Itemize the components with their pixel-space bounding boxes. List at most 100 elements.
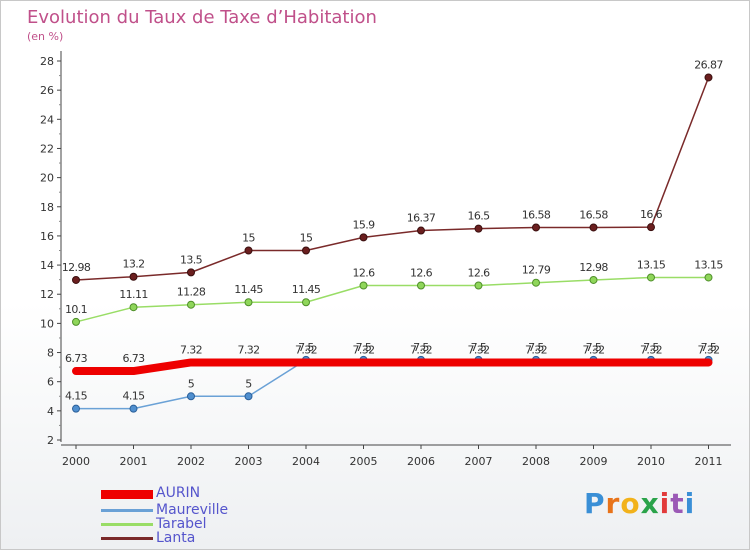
data-label-lanta: 15.9 (352, 218, 375, 231)
data-point-lanta (359, 233, 368, 242)
data-label-lanta: 13.2 (122, 258, 144, 271)
y-tick-label: 14 (40, 259, 54, 272)
data-label-aurin: 7.32 (352, 343, 374, 356)
data-point-lanta (589, 223, 598, 232)
data-label-maureville: 5 (188, 377, 195, 390)
data-point-tarabel (302, 298, 310, 307)
data-label-maureville: 7.5 (413, 341, 429, 354)
data-label-tarabel: 12.6 (410, 266, 433, 279)
series-line-lanta (75, 76, 710, 281)
data-label-tarabel: 11.45 (234, 283, 263, 296)
data-label-aurin: 6.73 (65, 352, 88, 365)
legend-label-maureville: Maureville (156, 502, 229, 518)
data-label-lanta: 15 (242, 232, 255, 245)
x-tick-label: 2010 (637, 455, 665, 468)
chart-subtitle: (en %) (27, 30, 64, 43)
data-label-maureville: 7.5 (471, 341, 487, 354)
data-label-aurin: 7.32 (410, 343, 432, 356)
y-tick-label: 4 (47, 405, 54, 418)
chart-title: Evolution du Taux de Taxe d’Habitation (27, 7, 377, 28)
data-label-aurin: 7.32 (640, 343, 662, 356)
y-tick-label: 28 (40, 55, 54, 68)
logo-letter: r (605, 487, 621, 520)
data-label-tarabel: 11.45 (292, 283, 321, 296)
logo-letter: t (670, 487, 685, 520)
logo-letter: i (684, 487, 696, 520)
legend-swatch-tarabel (101, 523, 153, 526)
data-label-tarabel: 10.1 (65, 303, 87, 316)
data-label-lanta: 16.58 (522, 208, 551, 221)
x-tick-label: 2000 (62, 455, 90, 468)
data-label-maureville: 7.5 (586, 341, 602, 354)
data-point-tarabel (589, 275, 598, 284)
x-tick-label: 2001 (120, 455, 148, 468)
data-point-lanta (704, 73, 713, 82)
logo-letter: x (640, 487, 660, 520)
data-label-aurin: 6.73 (122, 352, 145, 365)
data-point-lanta (532, 223, 540, 232)
legend-label-tarabel: Tarabel (156, 516, 207, 532)
x-tick-label: 2011 (695, 455, 723, 468)
data-label-maureville: 5 (245, 377, 252, 390)
logo-letter: i (659, 487, 671, 520)
x-tick-label: 2006 (407, 455, 435, 468)
data-point-lanta (417, 226, 425, 235)
y-tick-label: 6 (47, 376, 54, 389)
data-label-lanta: 16.5 (467, 210, 490, 223)
legend-swatch-lanta (101, 537, 153, 540)
data-label-maureville: 7.5 (298, 341, 314, 354)
data-label-tarabel: 12.6 (467, 266, 490, 279)
x-tick-label: 2004 (292, 455, 320, 468)
data-label-aurin: 7.32 (697, 343, 719, 356)
data-point-lanta (244, 246, 253, 255)
y-tick-label: 8 (47, 347, 54, 360)
proxiti-logo: Proxiti (584, 487, 695, 520)
data-point-maureville (244, 392, 253, 401)
data-label-lanta: 26.87 (694, 58, 723, 71)
data-point-tarabel (244, 298, 253, 307)
data-label-maureville: 7.5 (528, 341, 544, 354)
series-line-aurin (72, 358, 713, 376)
data-label-maureville: 7.5 (643, 341, 659, 354)
data-label-tarabel: 12.98 (579, 261, 608, 274)
legend-swatch-aurin (101, 490, 153, 499)
data-point-tarabel (474, 281, 483, 290)
data-label-lanta: 12.98 (62, 261, 91, 274)
data-label-aurin: 7.32 (525, 343, 547, 356)
series-line-tarabel (75, 276, 710, 323)
data-point-maureville (72, 404, 80, 413)
data-point-lanta (302, 246, 310, 255)
data-label-tarabel: 12.6 (352, 266, 375, 279)
y-tick-label: 12 (40, 288, 54, 301)
data-point-tarabel (72, 317, 80, 326)
data-label-tarabel: 11.11 (119, 288, 148, 301)
y-tick-label: 22 (40, 142, 54, 155)
data-label-maureville: 7.5 (701, 341, 717, 354)
data-point-tarabel (359, 281, 368, 290)
legend-label-lanta: Lanta (156, 530, 196, 546)
x-tick-label: 2009 (580, 455, 608, 468)
legend-label-aurin: AURIN (156, 485, 201, 501)
data-point-tarabel (532, 278, 540, 287)
data-point-maureville (187, 392, 195, 401)
data-point-tarabel (187, 300, 195, 309)
data-label-lanta: 13.5 (180, 253, 203, 266)
data-point-lanta (474, 224, 483, 233)
y-tick-label: 10 (40, 317, 54, 330)
data-label-aurin: 7.32 (180, 343, 202, 356)
data-point-lanta (647, 223, 655, 232)
data-label-tarabel: 12.79 (522, 264, 551, 277)
y-tick-label: 18 (40, 201, 54, 214)
data-label-aurin: 7.32 (582, 343, 604, 356)
data-point-tarabel (704, 273, 713, 282)
y-tick-label: 2 (47, 434, 54, 447)
data-point-tarabel (129, 303, 138, 312)
data-point-lanta (187, 268, 195, 277)
y-tick-label: 16 (40, 230, 54, 243)
data-label-lanta: 16.6 (640, 208, 663, 221)
data-label-tarabel: 13.15 (694, 258, 723, 271)
data-label-maureville: 4.15 (65, 390, 88, 403)
x-tick-label: 2008 (522, 455, 550, 468)
logo-letter: P (584, 487, 606, 520)
